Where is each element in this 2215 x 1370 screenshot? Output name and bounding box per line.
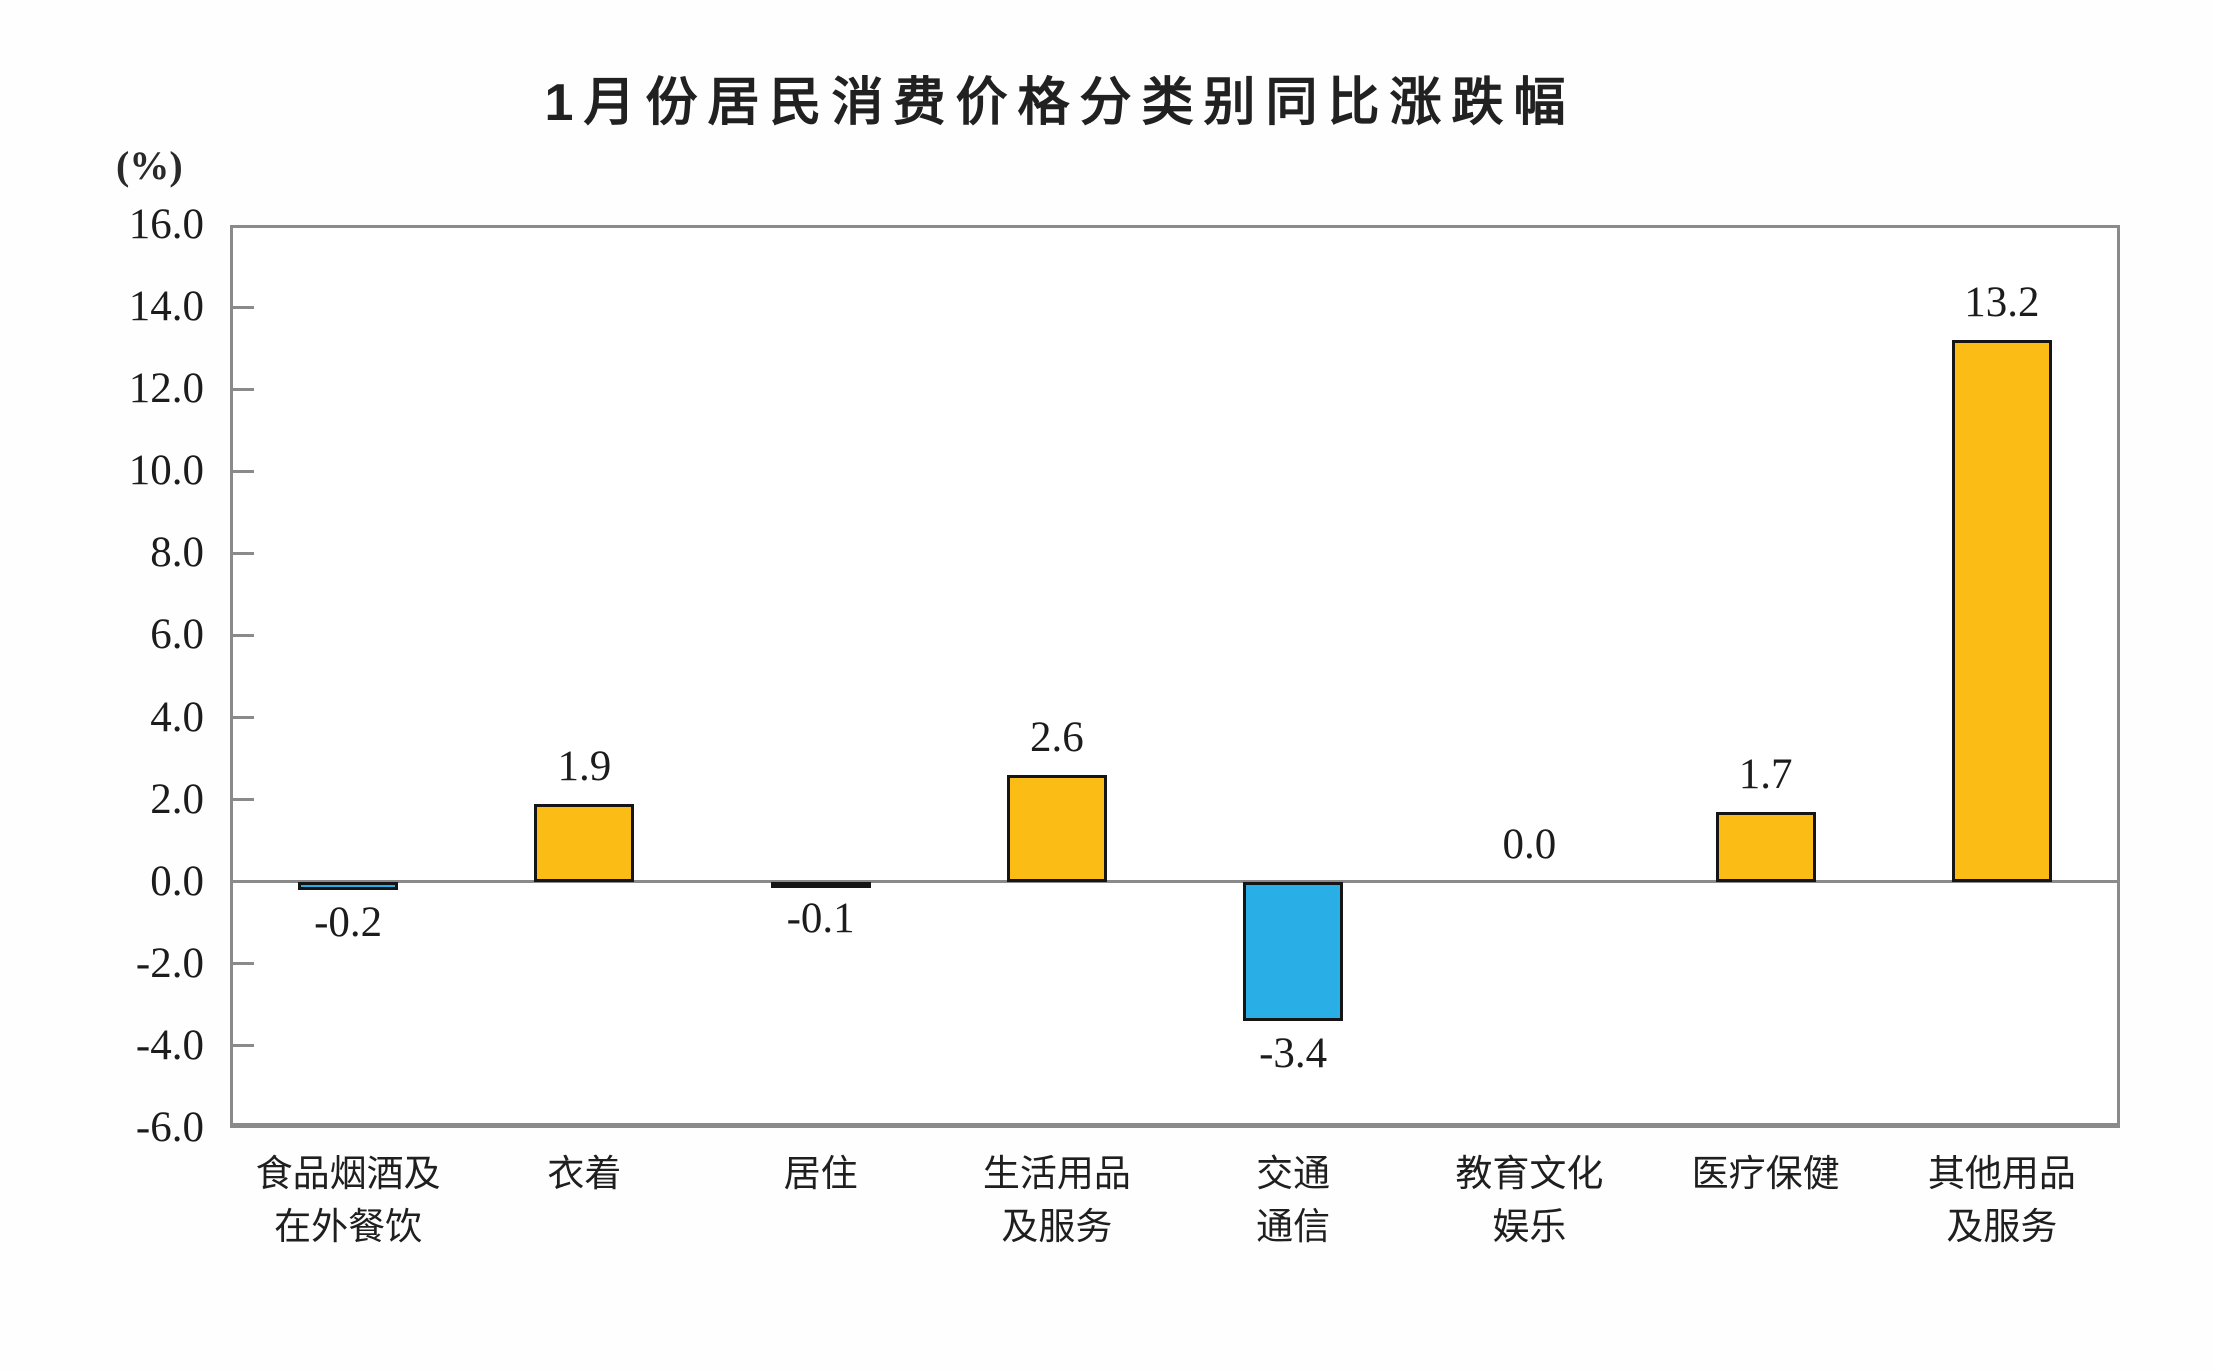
y-axis-tick-label: 2.0 xyxy=(150,775,204,823)
y-axis-tick-label: 8.0 xyxy=(150,529,204,577)
bar-value-label: 1.7 xyxy=(1738,750,1793,798)
y-axis-tick-mark xyxy=(230,1044,254,1048)
y-axis-tick-label: 16.0 xyxy=(128,201,204,248)
y-axis-tick-mark xyxy=(230,798,254,802)
bar-value-label: -3.4 xyxy=(1259,1030,1328,1078)
y-axis-tick-mark xyxy=(230,633,254,637)
x-category-label: 衣着 xyxy=(547,1154,622,1195)
bar-value-label: -0.1 xyxy=(786,894,855,942)
y-axis-tick-mark xyxy=(230,305,254,309)
x-category-label: 生活用品 及服务 xyxy=(982,1154,1131,1248)
y-axis-tick-mark xyxy=(230,469,254,473)
y-axis-tick-label: 10.0 xyxy=(128,447,204,495)
y-axis-tick-label: -6.0 xyxy=(135,1104,204,1151)
y-axis-tick-mark xyxy=(230,716,254,720)
bar-5 xyxy=(1243,881,1344,1022)
y-axis-tick-mark xyxy=(230,962,254,966)
x-category-label: 交通 通信 xyxy=(1256,1154,1331,1248)
x-category-label: 居住 xyxy=(783,1154,858,1195)
bar-value-label: 2.6 xyxy=(1030,714,1084,761)
bar-2 xyxy=(534,803,635,882)
bar-value-label: 13.2 xyxy=(1964,278,2040,326)
bar-value-label: 1.9 xyxy=(557,742,612,790)
bar-8 xyxy=(1951,339,2052,882)
chart-title: 1月份居民消费价格分类别同比涨跌幅 xyxy=(544,74,1576,132)
x-category-label: 医疗保健 xyxy=(1691,1154,1840,1195)
y-axis-tick-label: 14.0 xyxy=(128,283,204,331)
y-axis-tick-label: 0.0 xyxy=(150,857,204,905)
bar-value-label: 0.0 xyxy=(1502,820,1557,868)
x-category-label: 教育文化 娱乐 xyxy=(1455,1154,1604,1248)
bar-3 xyxy=(770,881,871,888)
y-axis-tick-mark xyxy=(230,551,254,555)
y-axis-tick-label: -4.0 xyxy=(135,1021,204,1069)
y-axis-tick-label: 12.0 xyxy=(128,365,204,413)
plot-area xyxy=(230,225,2120,1128)
bar-1 xyxy=(298,881,399,890)
x-category-label: 食品烟酒及 在外餐饮 xyxy=(255,1154,441,1248)
zero-baseline xyxy=(230,880,2120,884)
y-axis-tick-label: 6.0 xyxy=(150,611,204,659)
y-axis-unit-label: (%) xyxy=(116,143,183,188)
y-axis-tick-label: 4.0 xyxy=(150,693,204,741)
y-axis-tick-mark xyxy=(230,387,254,391)
bar-7 xyxy=(1715,811,1816,882)
bar-4 xyxy=(1006,775,1107,882)
y-axis-tick-label: -2.0 xyxy=(135,939,204,987)
x-category-label: 其他用品 及服务 xyxy=(1927,1154,2076,1248)
bar-value-label: -0.2 xyxy=(314,898,383,946)
